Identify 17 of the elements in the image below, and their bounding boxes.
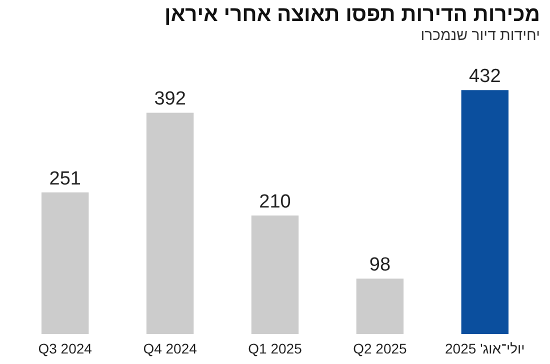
data-label: 210 xyxy=(259,191,291,212)
x-tick-label: Q4 2024 xyxy=(143,340,198,356)
x-tick-label: Q1 2025 xyxy=(248,340,302,356)
data-label: 392 xyxy=(154,88,186,110)
bar xyxy=(251,215,299,334)
x-tick-label: יולי־אוג' 2025 xyxy=(445,340,525,356)
data-label: 98 xyxy=(369,254,391,276)
chart-title: מכירות הדירות תפסו תאוצה אחרי איראן xyxy=(164,3,540,26)
chart-subtitle: יחידות דיור שנמכרו xyxy=(420,27,540,44)
bar xyxy=(146,112,194,334)
x-tick-label: Q2 2025 xyxy=(353,340,408,356)
x-tick-label: Q3 2024 xyxy=(38,340,92,356)
bar xyxy=(41,192,89,334)
bar xyxy=(356,278,404,334)
bar xyxy=(461,90,509,334)
data-label: 251 xyxy=(49,168,81,190)
data-label: 432 xyxy=(469,66,501,88)
